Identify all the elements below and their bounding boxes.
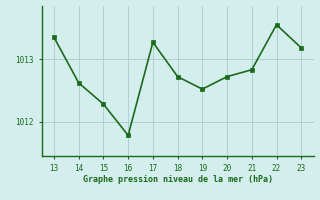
X-axis label: Graphe pression niveau de la mer (hPa): Graphe pression niveau de la mer (hPa) xyxy=(83,175,273,184)
